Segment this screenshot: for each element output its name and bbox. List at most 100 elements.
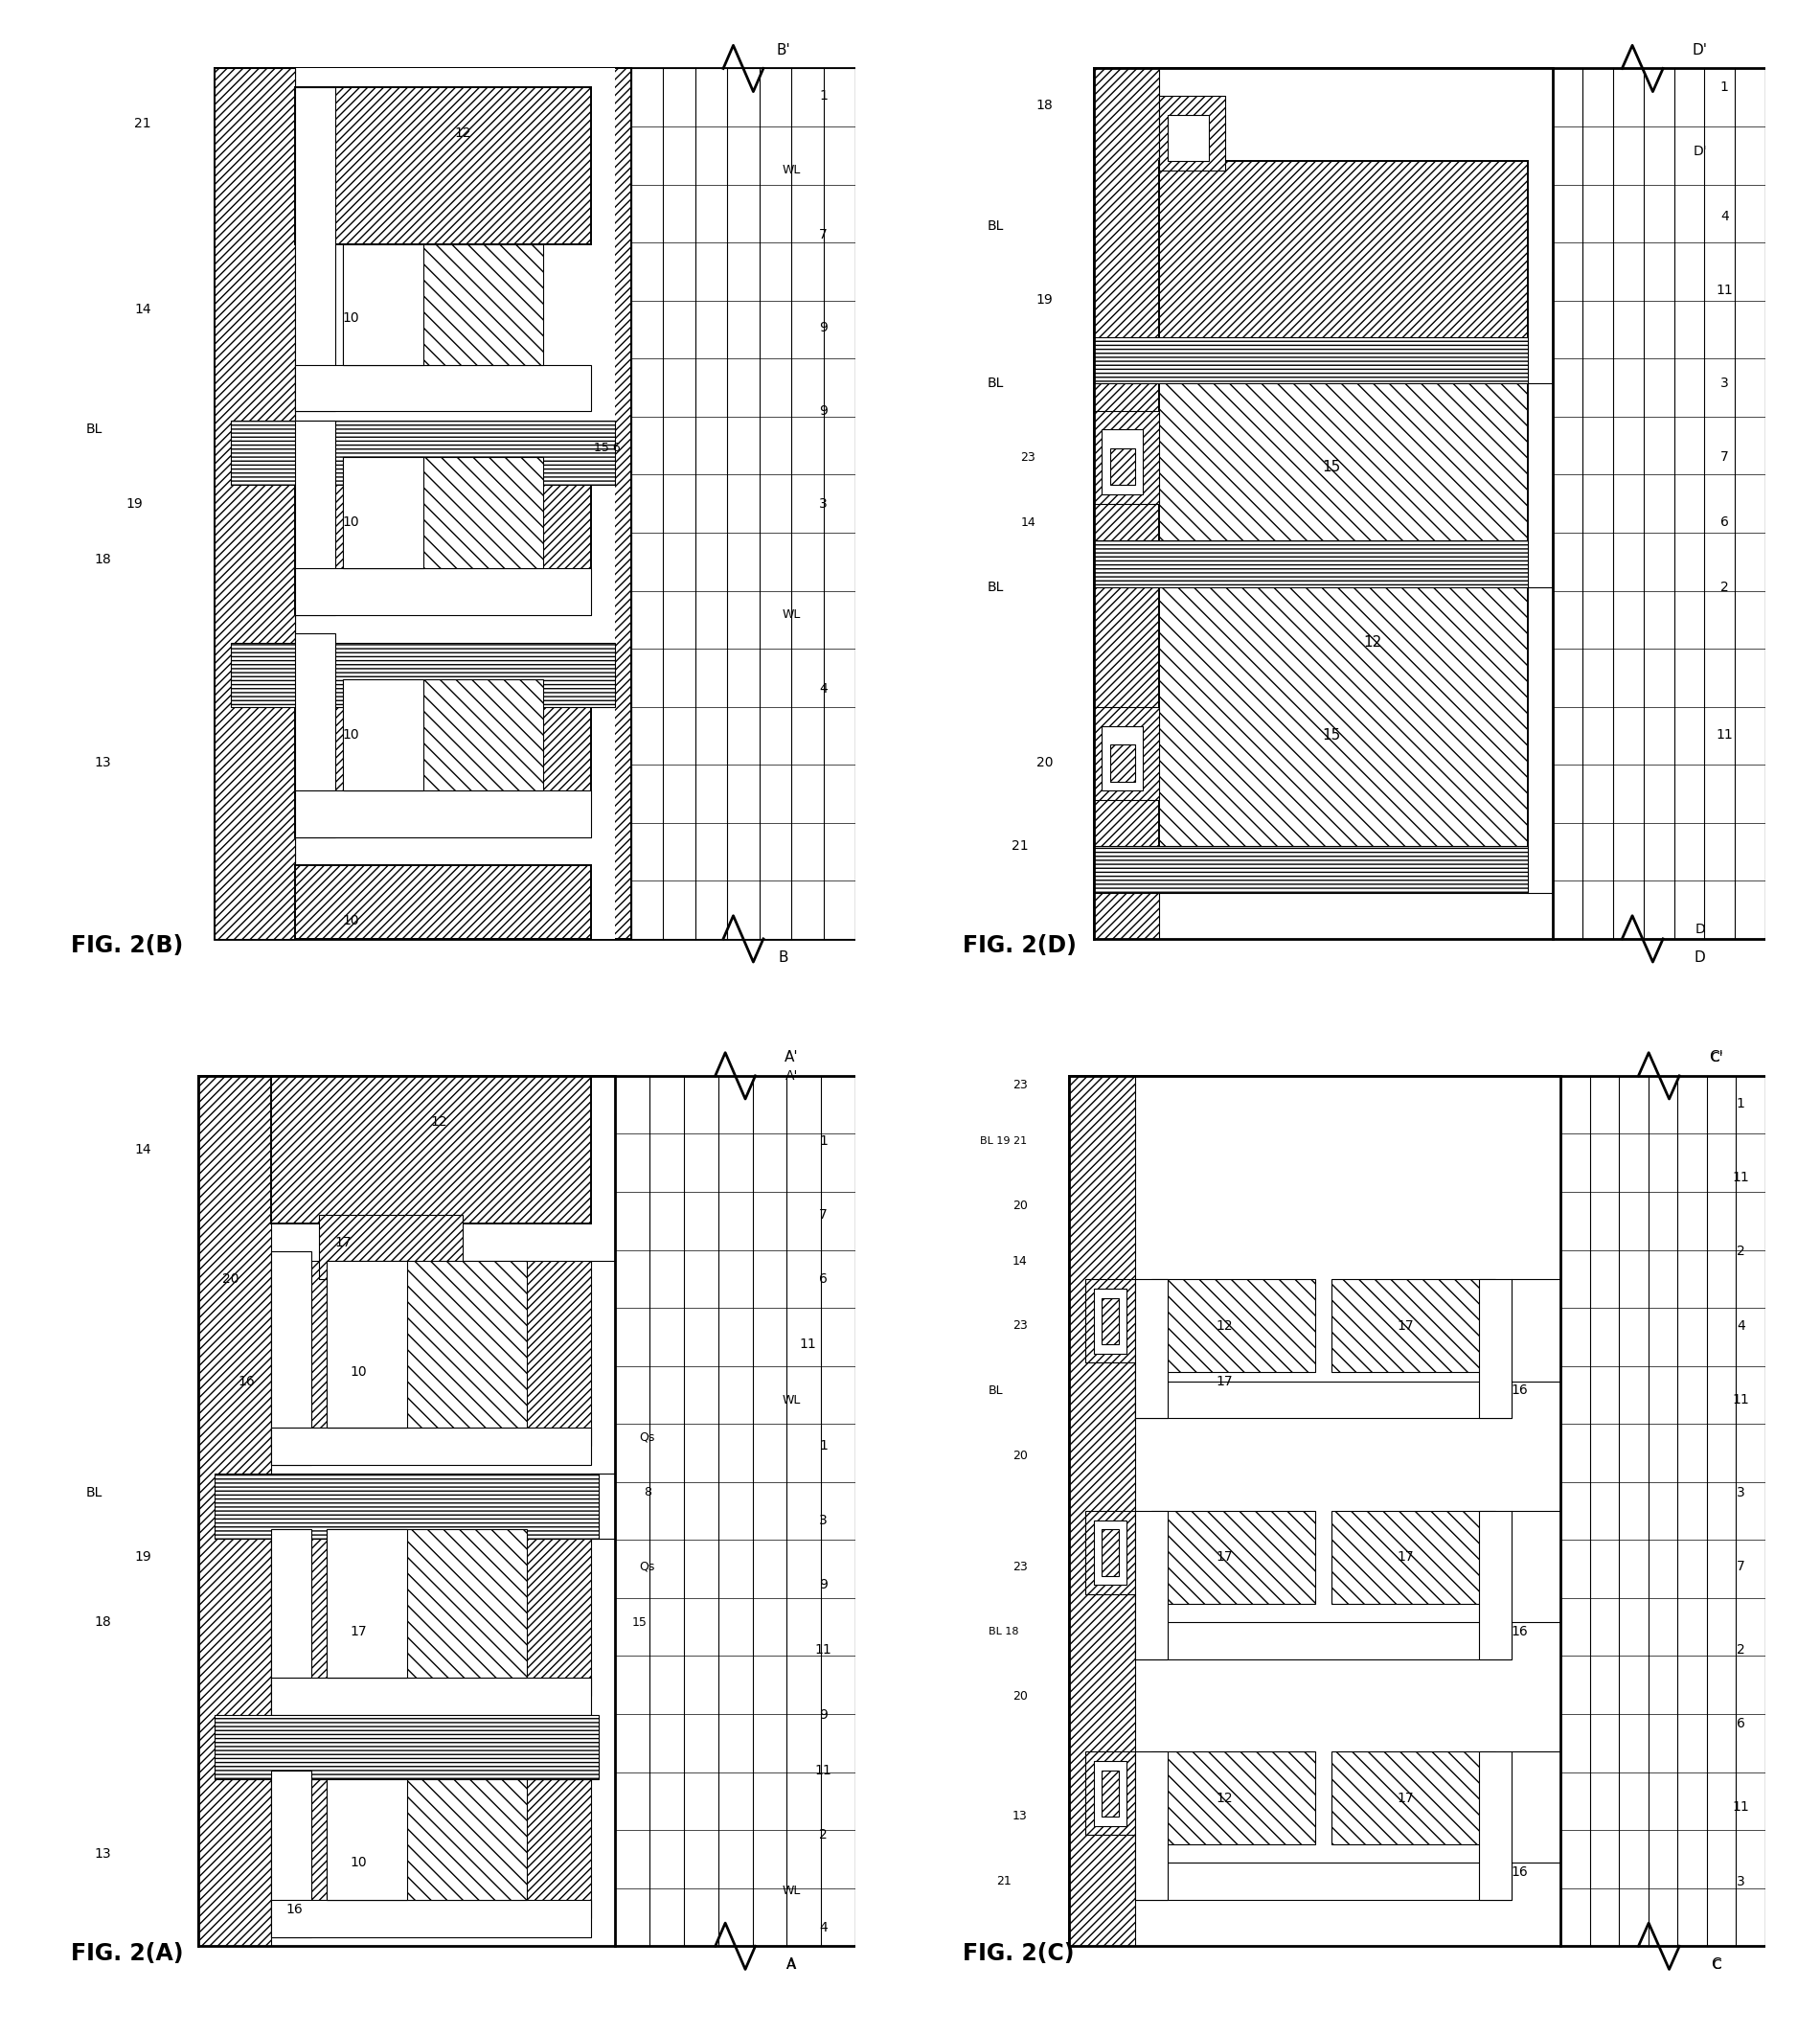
Bar bbox=[271, 1901, 592, 1937]
Text: BL: BL bbox=[986, 220, 1005, 232]
Text: 17: 17 bbox=[1216, 1376, 1234, 1388]
Text: FIG. 2(A): FIG. 2(A) bbox=[71, 1941, 184, 1964]
Text: 16: 16 bbox=[238, 1376, 255, 1388]
Text: 1: 1 bbox=[819, 90, 828, 104]
Text: 1: 1 bbox=[1736, 1097, 1745, 1111]
Bar bbox=[1150, 1280, 1314, 1372]
Bar bbox=[231, 421, 615, 484]
Text: 9: 9 bbox=[819, 1579, 828, 1591]
Text: BL: BL bbox=[988, 1384, 1003, 1396]
Bar bbox=[1103, 1298, 1117, 1345]
Bar bbox=[1150, 1510, 1314, 1604]
Text: 6: 6 bbox=[1736, 1718, 1745, 1730]
Bar bbox=[342, 458, 542, 568]
Text: B': B' bbox=[777, 43, 790, 57]
Bar bbox=[328, 1779, 528, 1901]
Bar bbox=[295, 421, 335, 615]
Text: 21: 21 bbox=[1012, 840, 1028, 853]
Text: 14: 14 bbox=[1012, 1256, 1028, 1268]
Text: WL: WL bbox=[783, 608, 801, 621]
Bar bbox=[1094, 69, 1552, 938]
Bar bbox=[295, 69, 615, 938]
Bar bbox=[215, 1473, 599, 1538]
Bar bbox=[1070, 1077, 1136, 1945]
Text: A': A' bbox=[784, 1068, 797, 1083]
Text: A: A bbox=[786, 1958, 795, 1972]
Text: 21: 21 bbox=[135, 118, 151, 130]
Bar bbox=[1094, 847, 1529, 893]
Bar bbox=[1094, 708, 1159, 800]
Text: 10: 10 bbox=[351, 1856, 368, 1870]
Text: C: C bbox=[1711, 1958, 1722, 1972]
Bar bbox=[295, 88, 335, 411]
Bar bbox=[295, 88, 592, 244]
Text: 16: 16 bbox=[1511, 1866, 1529, 1878]
Bar bbox=[1094, 1760, 1127, 1825]
Text: 13: 13 bbox=[95, 757, 111, 769]
Text: 12: 12 bbox=[431, 1115, 448, 1129]
Bar bbox=[295, 568, 592, 615]
Bar bbox=[271, 1077, 615, 1945]
Text: WL: WL bbox=[783, 1884, 801, 1897]
Text: 16: 16 bbox=[286, 1903, 304, 1915]
Bar bbox=[328, 1779, 408, 1901]
Text: 23: 23 bbox=[1021, 452, 1036, 464]
Text: FIG. 2(D): FIG. 2(D) bbox=[963, 934, 1077, 956]
Text: 10: 10 bbox=[342, 311, 359, 326]
Bar bbox=[271, 1429, 592, 1465]
Text: 7: 7 bbox=[1720, 450, 1729, 464]
Text: 20: 20 bbox=[1036, 757, 1054, 769]
Bar bbox=[328, 1530, 528, 1677]
Text: 11: 11 bbox=[1733, 1801, 1749, 1813]
Text: 19: 19 bbox=[1036, 293, 1054, 307]
Bar bbox=[318, 1215, 462, 1280]
Bar bbox=[1094, 411, 1159, 505]
Bar bbox=[1478, 1280, 1511, 1418]
Bar bbox=[632, 69, 855, 938]
Bar bbox=[342, 244, 422, 364]
Text: 10: 10 bbox=[351, 1365, 368, 1380]
Text: 11: 11 bbox=[815, 1642, 832, 1656]
Text: 11: 11 bbox=[1716, 285, 1733, 297]
Text: 2: 2 bbox=[819, 1827, 828, 1842]
Text: 11: 11 bbox=[1733, 1394, 1749, 1406]
Bar bbox=[1094, 338, 1529, 383]
Text: 3: 3 bbox=[1720, 376, 1729, 391]
Text: 3: 3 bbox=[819, 497, 828, 511]
Text: 9: 9 bbox=[819, 1707, 828, 1722]
Text: 1: 1 bbox=[819, 1439, 828, 1453]
Text: 14: 14 bbox=[1021, 517, 1036, 529]
Bar bbox=[1085, 1280, 1136, 1363]
Text: 23: 23 bbox=[1012, 1079, 1028, 1091]
Bar bbox=[271, 1770, 311, 1937]
Bar bbox=[342, 244, 542, 364]
Text: 3: 3 bbox=[1736, 1486, 1745, 1500]
Text: 9: 9 bbox=[819, 405, 828, 417]
Text: 2: 2 bbox=[1736, 1642, 1745, 1656]
Text: 17: 17 bbox=[1396, 1319, 1414, 1333]
Bar bbox=[1136, 1862, 1512, 1901]
Bar bbox=[1103, 1530, 1117, 1575]
Bar bbox=[1094, 541, 1529, 586]
Text: 7: 7 bbox=[819, 1209, 828, 1221]
Bar bbox=[1159, 96, 1225, 171]
Text: 23: 23 bbox=[1012, 1319, 1028, 1333]
Text: 14: 14 bbox=[135, 303, 151, 315]
Bar bbox=[1150, 69, 1552, 938]
Bar bbox=[295, 633, 335, 836]
Text: FIG. 2(C): FIG. 2(C) bbox=[963, 1941, 1074, 1964]
Text: 15: 15 bbox=[632, 1616, 646, 1628]
Bar bbox=[1330, 1510, 1494, 1604]
Bar bbox=[1085, 1510, 1136, 1593]
Text: 20: 20 bbox=[1012, 1449, 1028, 1461]
Bar bbox=[215, 69, 295, 938]
Text: 17: 17 bbox=[1216, 1551, 1234, 1565]
Text: 7: 7 bbox=[819, 228, 828, 242]
Text: WL: WL bbox=[783, 165, 801, 177]
Bar bbox=[1070, 1077, 1560, 1945]
Bar bbox=[342, 680, 542, 792]
Text: 18: 18 bbox=[95, 554, 111, 566]
Text: 13: 13 bbox=[1012, 1811, 1028, 1823]
Text: 11: 11 bbox=[1733, 1170, 1749, 1184]
Text: D': D' bbox=[1693, 144, 1707, 159]
